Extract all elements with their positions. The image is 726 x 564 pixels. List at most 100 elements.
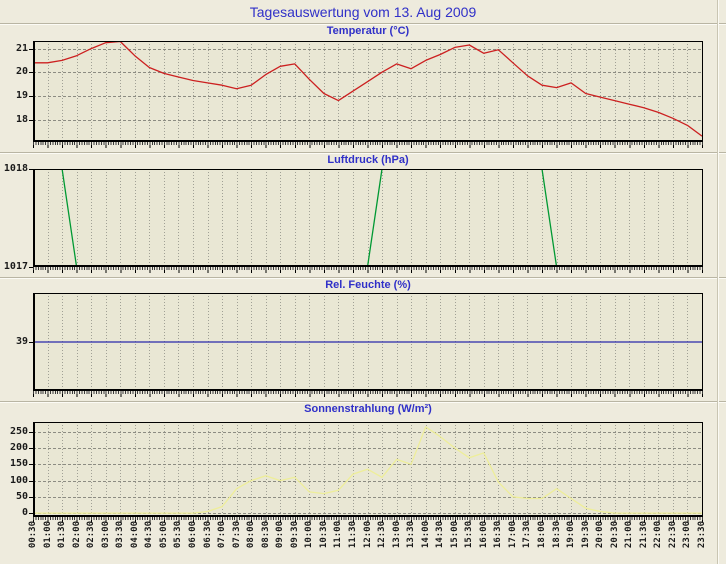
x-tick-label: 09:30 bbox=[289, 521, 300, 549]
panel-divider bbox=[0, 401, 726, 403]
plot-border bbox=[33, 169, 703, 267]
temperature-line bbox=[33, 41, 703, 137]
x-tick-label: 08:00 bbox=[246, 521, 257, 549]
y-tick-label: 150 bbox=[9, 458, 28, 470]
x-tick-label: 10:30 bbox=[318, 521, 329, 549]
x-tick-label: 16:30 bbox=[493, 521, 504, 549]
y-tick-mark bbox=[29, 96, 33, 97]
y-tick-mark bbox=[29, 169, 33, 170]
y-tick-label: 50 bbox=[15, 490, 28, 502]
x-tick-label: 23:00 bbox=[682, 521, 693, 549]
x-tick-label: 20:00 bbox=[595, 521, 606, 549]
x-tick-label: 04:30 bbox=[144, 521, 155, 549]
y-tick-mark bbox=[29, 49, 33, 50]
y-tick-label: 0 bbox=[21, 507, 28, 519]
x-tick-label: 20:30 bbox=[609, 521, 620, 549]
x-tick-label: 01:00 bbox=[42, 521, 53, 549]
y-tick-mark bbox=[29, 432, 33, 433]
y-tick-label: 21 bbox=[15, 42, 28, 54]
x-tick-label: 17:30 bbox=[522, 521, 533, 549]
x-tick-label: 17:00 bbox=[507, 521, 518, 549]
x-tick-label: 06:00 bbox=[187, 521, 198, 549]
horizontal-gridlines bbox=[33, 49, 703, 121]
chart-title-solar: Sonnenstrahlung (W/m²) bbox=[304, 403, 432, 415]
x-axis-minor-ticks bbox=[33, 391, 703, 394]
x-tick-label: 14:30 bbox=[435, 521, 446, 549]
plot-border bbox=[33, 422, 703, 517]
y-tick-label: 100 bbox=[9, 474, 28, 486]
y-tick-mark bbox=[29, 342, 33, 343]
plot-border bbox=[33, 41, 703, 142]
y-tick-label: 250 bbox=[9, 425, 28, 437]
page-title: Tagesauswertung vom 13. Aug 2009 bbox=[249, 4, 477, 20]
x-tick-label: 16:00 bbox=[478, 521, 489, 549]
pressure-plot bbox=[33, 169, 703, 267]
y-tick-label: 19 bbox=[15, 89, 28, 101]
x-tick-label: 07:30 bbox=[231, 521, 242, 549]
y-tick-label: 39 bbox=[15, 336, 28, 347]
y-tick-label: 18 bbox=[15, 113, 28, 125]
window-right-edge bbox=[717, 0, 719, 564]
x-axis-major-ticks bbox=[33, 267, 703, 273]
x-tick-label: 19:30 bbox=[580, 521, 591, 549]
x-tick-label: 14:00 bbox=[420, 521, 431, 549]
x-tick-label: 15:00 bbox=[449, 521, 460, 549]
y-tick-mark bbox=[29, 448, 33, 449]
x-axis-minor-ticks bbox=[33, 517, 703, 520]
vertical-gridlines bbox=[48, 422, 688, 517]
humidity-plot bbox=[33, 293, 703, 391]
y-tick-mark bbox=[29, 464, 33, 465]
x-tick-label: 13:00 bbox=[391, 521, 402, 549]
panel-divider bbox=[0, 152, 726, 154]
x-tick-label: 03:00 bbox=[100, 521, 111, 549]
x-tick-label: 12:30 bbox=[377, 521, 388, 549]
vertical-gridlines bbox=[48, 41, 688, 142]
x-tick-label: 22:30 bbox=[667, 521, 678, 549]
chart-title-temperature: Temperatur (°C) bbox=[326, 25, 410, 37]
x-tick-label: 05:30 bbox=[173, 521, 184, 549]
y-tick-mark bbox=[29, 72, 33, 73]
x-tick-label: 08:30 bbox=[260, 521, 271, 549]
x-tick-label: 18:00 bbox=[537, 521, 548, 549]
x-tick-label: 23:30 bbox=[697, 521, 707, 549]
y-tick-mark bbox=[29, 120, 33, 121]
x-axis-minor-ticks bbox=[33, 267, 703, 270]
x-tick-label: 15:30 bbox=[464, 521, 475, 549]
x-axis-minor-ticks bbox=[33, 142, 703, 145]
x-tick-label: 21:00 bbox=[624, 521, 635, 549]
y-tick-label: 1017 bbox=[3, 261, 28, 272]
x-tick-label: 04:00 bbox=[129, 521, 140, 549]
chart-title-pressure: Luftdruck (hPa) bbox=[327, 154, 409, 166]
x-axis-major-ticks bbox=[33, 517, 703, 523]
solar-line bbox=[33, 426, 702, 514]
x-tick-label: 05:00 bbox=[158, 521, 169, 549]
y-tick-label: 1018 bbox=[3, 163, 28, 174]
x-axis-major-ticks bbox=[33, 142, 703, 148]
y-tick-label: 200 bbox=[9, 442, 28, 454]
plot-border bbox=[33, 293, 703, 391]
y-tick-label: 20 bbox=[15, 66, 28, 78]
panel-divider bbox=[0, 277, 726, 279]
x-tick-label: 07:00 bbox=[217, 521, 228, 549]
x-tick-label: 00:30 bbox=[28, 521, 38, 549]
x-tick-label: 12:00 bbox=[362, 521, 373, 549]
temperature-plot bbox=[33, 41, 703, 142]
x-tick-label: 09:00 bbox=[275, 521, 286, 549]
x-tick-label: 06:30 bbox=[202, 521, 213, 549]
vertical-gridlines bbox=[48, 169, 688, 267]
x-tick-label: 11:00 bbox=[333, 521, 344, 549]
x-tick-label: 18:30 bbox=[551, 521, 562, 549]
y-tick-mark bbox=[29, 267, 33, 268]
x-tick-label: 02:00 bbox=[71, 521, 82, 549]
x-tick-label: 03:30 bbox=[115, 521, 126, 549]
x-tick-label: 01:30 bbox=[57, 521, 68, 549]
x-tick-label: 19:00 bbox=[566, 521, 577, 549]
x-tick-label: 22:00 bbox=[653, 521, 664, 549]
x-axis-major-ticks bbox=[33, 391, 703, 397]
x-tick-label: 13:30 bbox=[406, 521, 417, 549]
y-tick-mark bbox=[29, 497, 33, 498]
x-tick-label: 21:30 bbox=[638, 521, 649, 549]
y-tick-mark bbox=[29, 513, 33, 514]
y-tick-mark bbox=[29, 481, 33, 482]
